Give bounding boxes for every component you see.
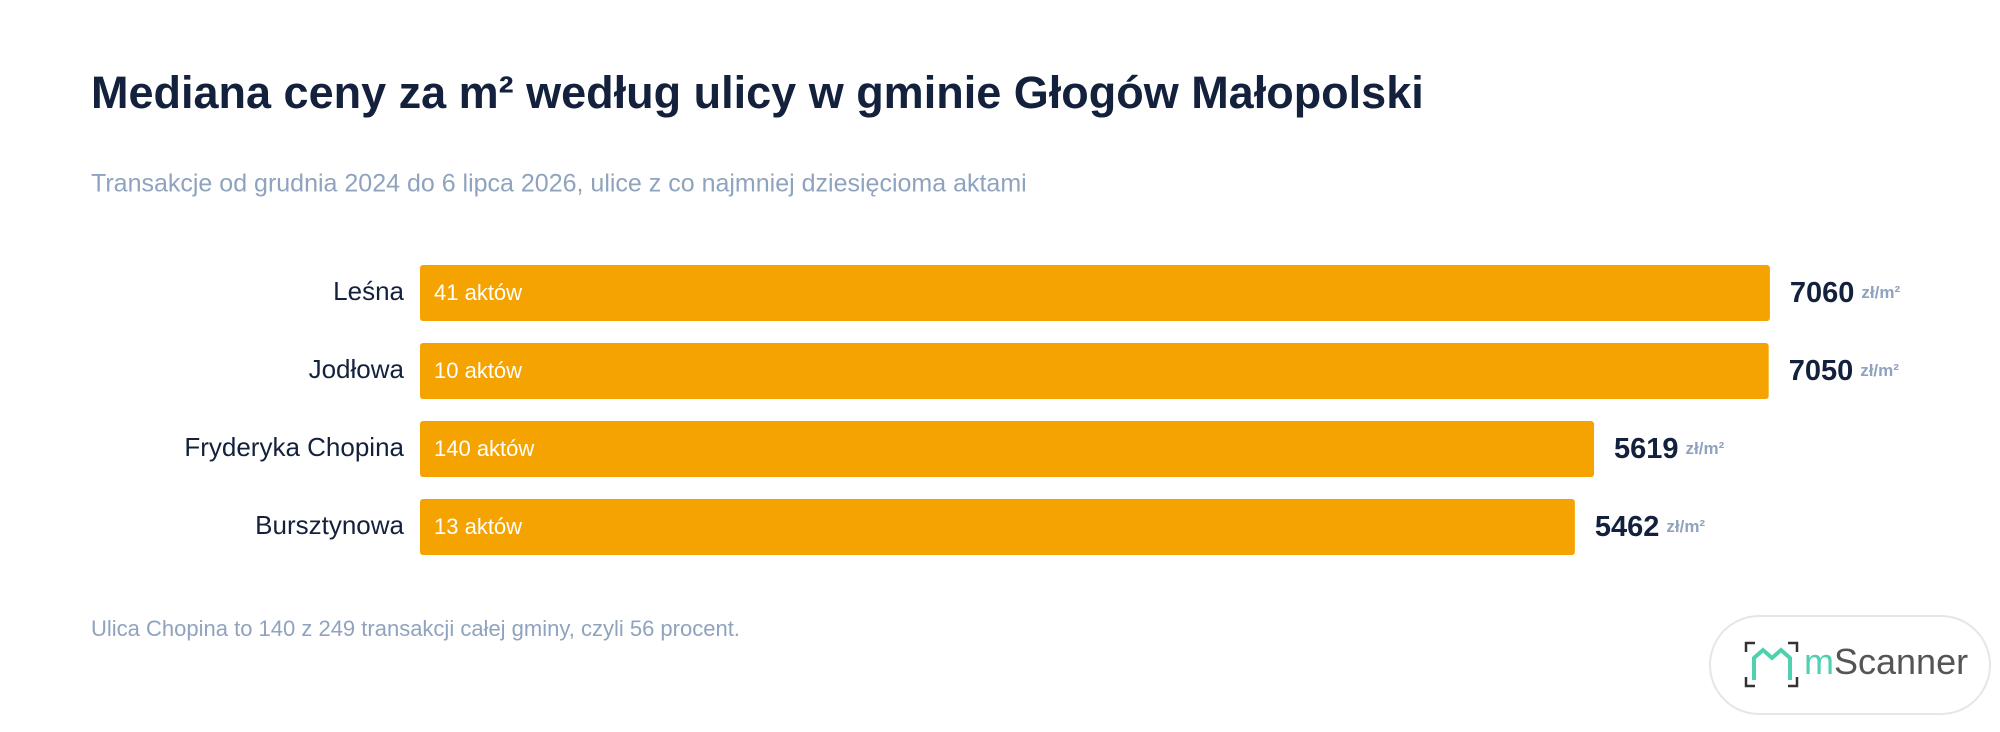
value-number: 5462 <box>1595 511 1660 543</box>
category-label: Bursztynowa <box>255 510 404 540</box>
value-number: 7060 <box>1790 277 1855 309</box>
value-unit: zł/m² <box>1686 439 1725 458</box>
value-number: 5619 <box>1614 433 1679 465</box>
value-unit: zł/m² <box>1860 361 1899 380</box>
logo-text: mScanner <box>1804 641 1968 682</box>
logo-icon <box>1744 641 1799 688</box>
bar <box>420 421 1595 477</box>
category-label: Jodłowa <box>309 354 405 384</box>
category-label: Leśna <box>333 276 404 306</box>
bar-count-label: 10 aktów <box>434 358 522 383</box>
value-label: 7060 zł/m² <box>1790 277 1901 309</box>
logo-box <box>1709 615 1991 715</box>
logo-m: m <box>1804 641 1834 682</box>
value-number: 7050 <box>1789 355 1854 387</box>
bar-count-label: 13 aktów <box>434 514 522 539</box>
bar-count-label: 41 aktów <box>434 280 522 305</box>
bar <box>420 265 1770 321</box>
value-label: 7050 zł/m² <box>1789 355 1900 387</box>
chart-subtitle: Transakcje od grudnia 2024 do 6 lipca 20… <box>91 170 1027 198</box>
logo: mScanner <box>1709 615 1991 715</box>
value-unit: zł/m² <box>1861 283 1900 302</box>
bar <box>420 499 1575 555</box>
bar <box>420 343 1769 399</box>
value-label: 5462 zł/m² <box>1595 511 1706 543</box>
chart-title: Mediana ceny za m² według ulicy w gminie… <box>91 67 1424 118</box>
logo-scanner: Scanner <box>1834 641 1968 682</box>
value-label: 5619 zł/m² <box>1614 433 1725 465</box>
value-unit: zł/m² <box>1666 517 1705 536</box>
chart-note: Ulica Chopina to 140 z 249 transakcji ca… <box>91 616 740 641</box>
category-label: Fryderyka Chopina <box>184 432 404 462</box>
bar-count-label: 140 aktów <box>434 436 534 461</box>
